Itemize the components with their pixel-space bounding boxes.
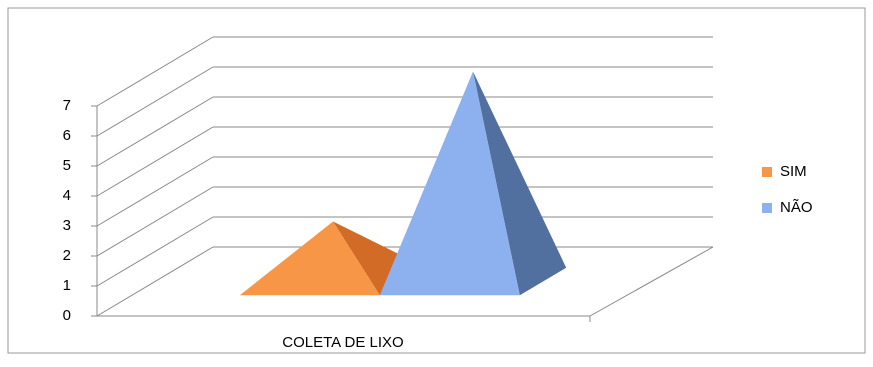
- pyramid-side: [473, 71, 567, 296]
- y-tick-label: 0: [63, 307, 71, 324]
- grid-line: [96, 246, 214, 317]
- grid-line: [96, 186, 214, 257]
- legend-swatch: [762, 167, 772, 177]
- pyramid-front: [379, 71, 520, 296]
- grid-line: [96, 36, 214, 107]
- y-tick-label: 7: [63, 97, 71, 114]
- grid-line: [96, 126, 214, 197]
- legend-swatch: [762, 203, 772, 213]
- pyramid-front: [239, 221, 380, 296]
- legend-label: SIM: [780, 163, 807, 180]
- y-tick-label: 2: [63, 247, 71, 264]
- legend-label: NÃO: [780, 199, 813, 216]
- x-tick-label: COLETA DE LIXO: [282, 334, 403, 351]
- grid-line: [96, 96, 214, 167]
- y-tick-label: 1: [63, 277, 71, 294]
- pyramid: [379, 71, 567, 296]
- grid-line: [96, 216, 214, 287]
- y-tick-label: 5: [63, 157, 71, 174]
- y-tick-label: 3: [63, 217, 71, 234]
- grid-line: [96, 66, 214, 137]
- grid-line: [96, 156, 214, 227]
- y-tick-label: 6: [63, 127, 71, 144]
- floor-edge: [589, 246, 714, 317]
- y-tick-label: 4: [63, 187, 71, 204]
